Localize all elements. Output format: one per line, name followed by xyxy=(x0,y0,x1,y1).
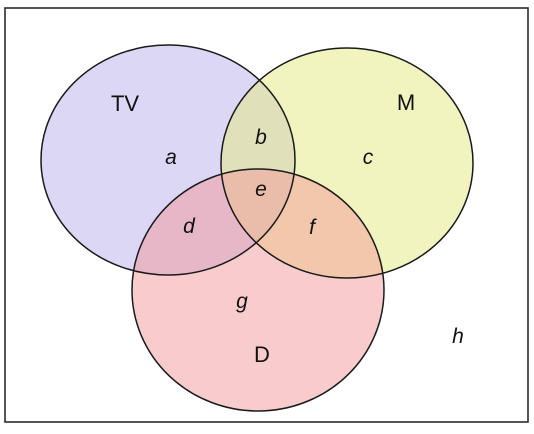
set-labels: TV M D xyxy=(111,90,415,367)
circle-outlines xyxy=(40,44,474,412)
region-label-b: b xyxy=(255,126,267,149)
set-label-m: M xyxy=(397,90,415,115)
circle-m-outline xyxy=(220,47,474,279)
circle-tv-outline xyxy=(40,44,296,276)
region-label-a: a xyxy=(165,146,177,169)
circle-d xyxy=(132,169,384,411)
region-label-e: e xyxy=(255,178,267,201)
region-label-c: c xyxy=(363,146,374,169)
region-label-h: h xyxy=(452,325,464,348)
circle-d-outline xyxy=(131,168,385,412)
set-label-d: D xyxy=(254,342,270,367)
region-label-f: f xyxy=(309,216,317,239)
region-label-d: d xyxy=(183,215,196,238)
set-circles xyxy=(41,45,473,411)
set-label-tv: TV xyxy=(111,91,139,116)
region-labels: a b c d e f g h xyxy=(165,126,464,348)
region-label-g: g xyxy=(236,290,248,313)
